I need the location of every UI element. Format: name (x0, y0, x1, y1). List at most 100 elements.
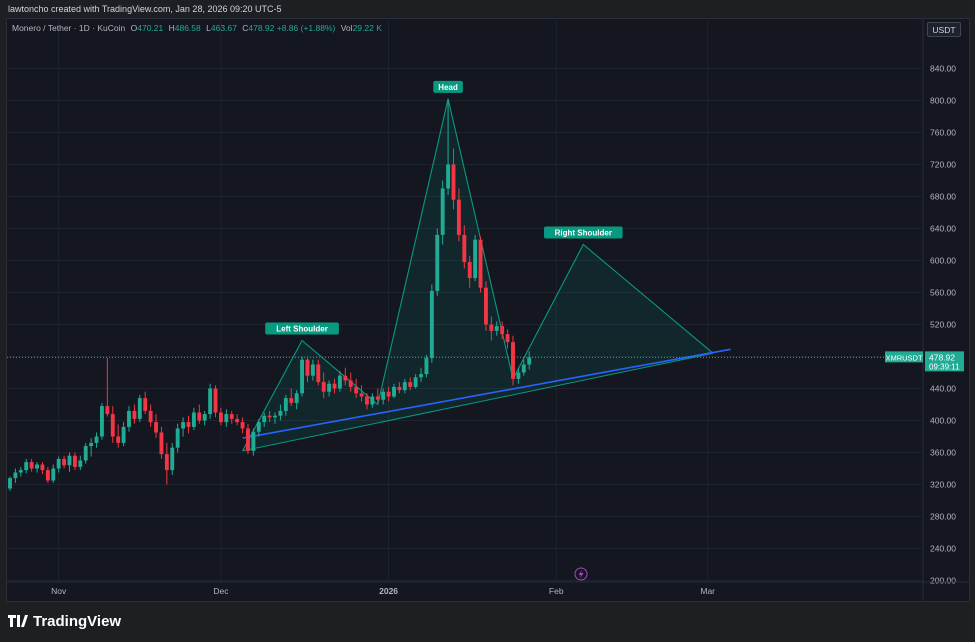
x-axis-tick-label: Dec (213, 586, 229, 596)
candle (500, 321, 505, 339)
candle (154, 414, 158, 439)
candle (370, 393, 375, 408)
candle-body (365, 396, 369, 405)
candle-body (283, 398, 288, 411)
candle (327, 380, 332, 397)
candle-body (51, 468, 56, 481)
candle (186, 415, 191, 434)
candle (283, 394, 288, 416)
candle (473, 234, 478, 282)
y-axis-tick-label: 240.00 (930, 544, 956, 554)
candle (175, 423, 180, 453)
candle-body (94, 436, 99, 443)
candle (246, 423, 250, 455)
y-axis-tick-label: 560.00 (930, 288, 956, 298)
price-tag-box (925, 351, 964, 372)
candle-body (446, 164, 451, 189)
candle-body (83, 446, 88, 461)
candle-body (408, 382, 413, 387)
candle (467, 255, 472, 288)
candle-body (251, 431, 256, 451)
candle (419, 367, 423, 383)
candle-body (13, 472, 18, 479)
candle (235, 414, 240, 426)
ohlc-legend: Monero / Tether · 1D · KuCoin O470.21 H4… (12, 23, 382, 33)
candle (505, 329, 510, 349)
candle (273, 412, 277, 424)
candle-body (392, 386, 396, 397)
candle-body (116, 436, 121, 443)
candle (56, 456, 61, 473)
candle (397, 382, 402, 394)
y-axis-tick-label: 720.00 (930, 160, 956, 170)
x-axis-tick-label: Mar (700, 586, 715, 596)
tradingview-logo[interactable]: TradingView (8, 613, 121, 630)
candle-body (224, 414, 229, 423)
high-label: H (168, 23, 175, 33)
candle-body (467, 262, 472, 279)
top-bar: lawtoncho created with TradingView.com, … (0, 0, 975, 18)
candle-body (45, 470, 50, 481)
y-axis-tick-label: 680.00 (930, 192, 956, 202)
close-label: C (242, 23, 249, 33)
candle-body (478, 239, 483, 288)
candle (240, 417, 245, 434)
candle-body (89, 442, 94, 447)
pattern-label: Head (433, 80, 463, 93)
candle (218, 407, 223, 426)
candle (202, 410, 207, 426)
candle (18, 466, 23, 477)
candle-body (229, 414, 234, 419)
candle-body (78, 460, 83, 467)
candle-body (218, 412, 223, 423)
candle-body (164, 454, 169, 471)
candle (143, 391, 148, 415)
y-axis-tick-label: 440.00 (930, 384, 956, 394)
candle-body (462, 234, 467, 263)
candle (13, 468, 18, 483)
candle-body (516, 372, 521, 379)
candle (148, 404, 153, 427)
events-icon (574, 567, 588, 581)
candle-body (451, 164, 456, 200)
candle (413, 374, 418, 389)
candle-body (511, 342, 515, 379)
candle-body (72, 455, 77, 467)
pattern-label-box (433, 80, 463, 93)
candle-body (456, 199, 461, 235)
candle (110, 406, 115, 443)
y-axis-tick-label: 320.00 (930, 480, 956, 490)
candle-body (500, 326, 505, 335)
candle (83, 442, 88, 464)
candle (429, 284, 434, 363)
candle-body (294, 393, 299, 403)
symbol-title[interactable]: Monero / Tether · 1D · KuCoin (12, 23, 126, 33)
candle-body (35, 464, 39, 469)
candle-body (67, 455, 72, 466)
candle-body (197, 412, 202, 421)
candle-body (267, 415, 272, 418)
candle (494, 321, 499, 336)
currency-button[interactable]: USDT (927, 22, 961, 37)
candle-body (413, 377, 418, 387)
candle (332, 378, 337, 394)
candle (424, 354, 429, 378)
candle (105, 358, 110, 417)
open-value: 470.21 (137, 23, 164, 33)
candle-body (429, 290, 434, 359)
candle (316, 359, 321, 386)
candle (89, 438, 94, 457)
candle-body (527, 357, 532, 365)
x-axis-tick-label: Feb (549, 586, 564, 596)
candle-body (289, 398, 294, 403)
footer-bar (0, 602, 975, 642)
candle (511, 335, 515, 386)
candle-body (316, 364, 321, 383)
candle (8, 476, 12, 491)
candle-body (419, 374, 423, 378)
volume-label: Vol (340, 23, 353, 33)
ticker-tag-text: XMRUSDT (885, 353, 923, 362)
chart-frame[interactable] (6, 18, 970, 602)
candle (294, 390, 299, 410)
